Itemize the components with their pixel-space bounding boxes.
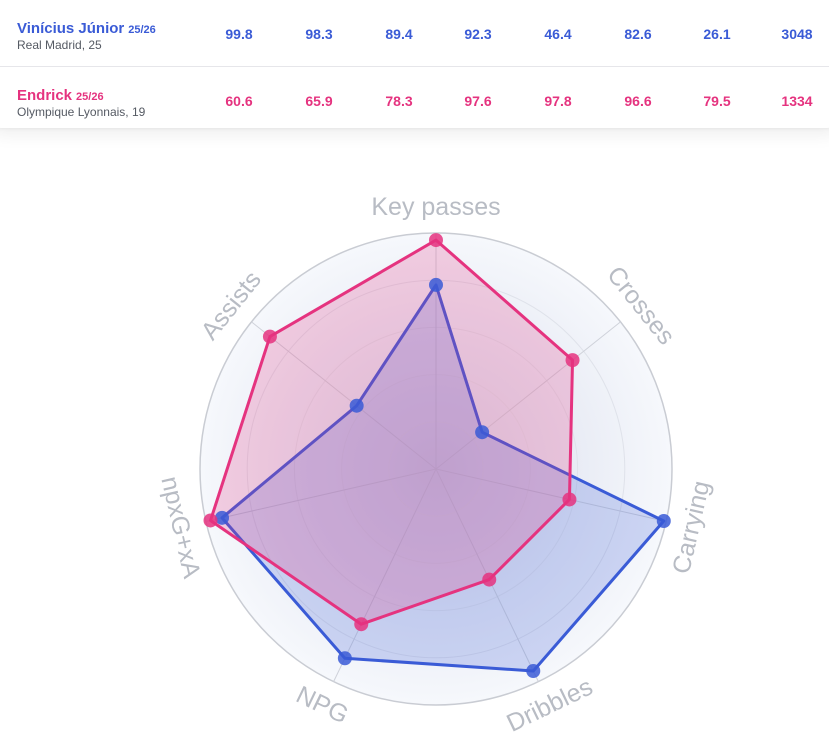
player-1-value: 92.3 xyxy=(464,26,492,42)
radar-spoke xyxy=(205,468,437,523)
radar-series-2-point[interactable] xyxy=(482,572,497,587)
radar-series-1-point[interactable] xyxy=(337,651,352,666)
player-2-value: 78.3 xyxy=(385,93,413,109)
player-2-value: 65.9 xyxy=(305,93,333,109)
player-2-name[interactable]: Endrick xyxy=(17,87,73,104)
axis-label: npxG+xA xyxy=(155,474,205,581)
player-1-name[interactable]: Vinícius Júnior xyxy=(17,20,125,37)
radar-series-1-point[interactable] xyxy=(656,513,671,528)
radar-series-2-point[interactable] xyxy=(565,353,580,368)
player-1-value: 82.6 xyxy=(624,26,652,42)
player-1-season: 25/26 xyxy=(128,24,156,36)
axis-label: NPG xyxy=(292,681,353,730)
radar-series-2-point[interactable] xyxy=(203,513,218,528)
radar-series-1-area xyxy=(220,283,666,673)
radar-series-2-area xyxy=(209,238,575,626)
player-1-value: 99.8 xyxy=(225,26,253,42)
radar-spoke xyxy=(251,321,437,470)
player-2-value: 79.5 xyxy=(703,93,731,109)
radar-spoke xyxy=(333,468,437,682)
radar-series-1-point[interactable] xyxy=(349,398,364,413)
player-1-value: 46.4 xyxy=(544,26,572,42)
player-1-value: 26.1 xyxy=(703,26,731,42)
player-1-info: Vinícius Júnior 25/26 Real Madrid, 25 xyxy=(17,21,156,51)
player-2-value: 97.8 xyxy=(544,93,572,109)
radar-spoke xyxy=(435,468,667,523)
player-2-value: 96.6 xyxy=(624,93,652,109)
radar-spoke xyxy=(435,321,621,470)
table-row-player-2[interactable]: Endrick 25/26 Olympique Lyonnais, 19 60.6… xyxy=(0,66,829,133)
player-2-value: 97.6 xyxy=(464,93,492,109)
player-1-value: 98.3 xyxy=(305,26,333,42)
radar-series-2-point[interactable] xyxy=(354,617,369,632)
radar-series-2-point[interactable] xyxy=(429,233,443,248)
radar-series-1-point[interactable] xyxy=(475,425,490,440)
player-1-club: Real Madrid, 25 xyxy=(17,38,102,52)
radar-series-2-point[interactable] xyxy=(262,329,277,344)
player-2-season: 25/26 xyxy=(76,91,104,103)
player-2-info: Endrick 25/26 Olympique Lyonnais, 19 xyxy=(17,88,145,118)
player-2-club: Olympique Lyonnais, 19 xyxy=(17,105,146,119)
axis-label: Carrying xyxy=(667,478,715,576)
player-1-value: 3048 xyxy=(781,26,813,42)
axis-label: Key passes xyxy=(371,193,500,221)
player-2-value: 1334 xyxy=(781,93,813,109)
player-1-value: 89.4 xyxy=(385,26,413,42)
comparison-table-card xyxy=(0,0,829,128)
radar-series-1-point[interactable] xyxy=(526,663,541,678)
player-2-value: 60.6 xyxy=(225,93,253,109)
radar-series-1-point[interactable] xyxy=(429,277,443,292)
radar-series-1-point[interactable] xyxy=(215,510,230,525)
table-row-player-1[interactable]: Vinícius Júnior 25/26 Real Madrid, 25 99.… xyxy=(0,0,829,66)
radar-series-2-point[interactable] xyxy=(562,492,577,507)
